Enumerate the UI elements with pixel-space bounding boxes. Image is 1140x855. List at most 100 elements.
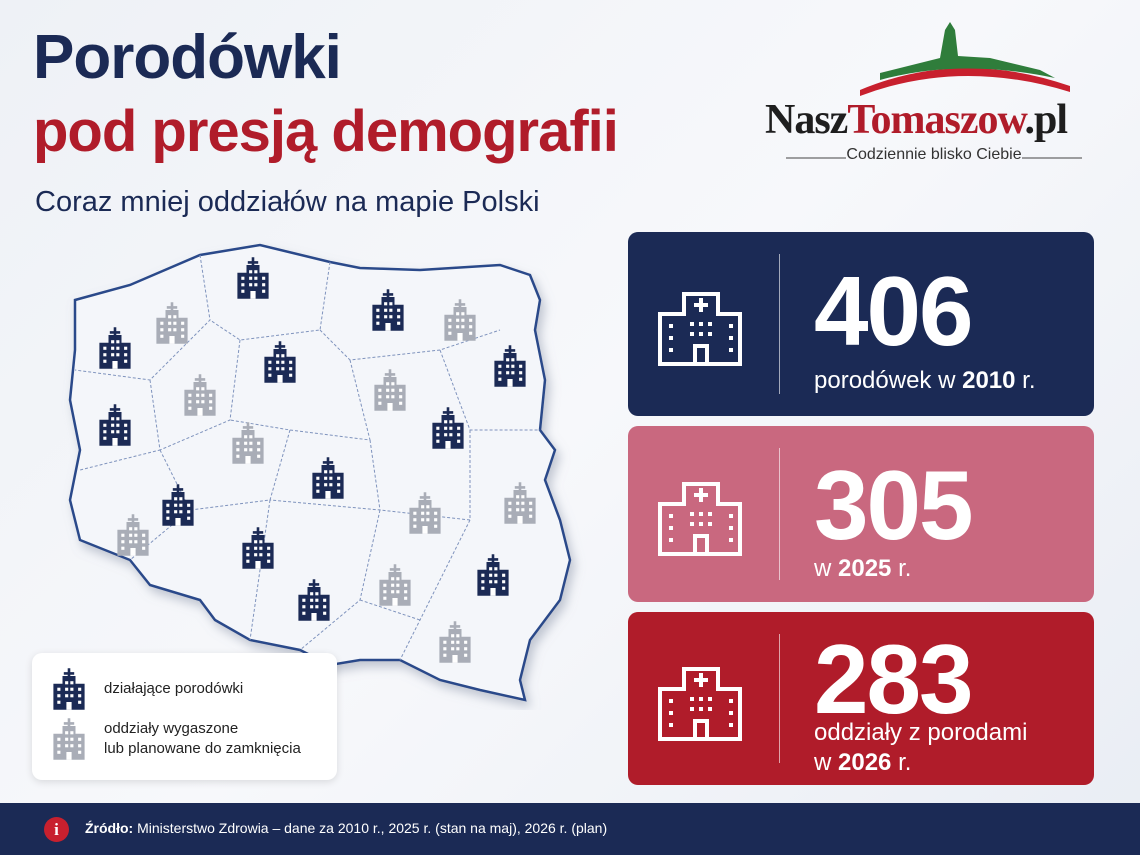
icon-window	[316, 483, 320, 487]
icon-window	[181, 328, 185, 332]
icon-door	[490, 588, 496, 596]
logo-graphic	[860, 22, 1070, 96]
icon-window	[386, 388, 390, 392]
icon-window	[124, 359, 128, 363]
icon-window	[236, 441, 240, 445]
icon-window	[209, 406, 213, 410]
icon-window	[181, 334, 185, 338]
legend-line: działające porodówki	[104, 680, 244, 697]
icon-window	[404, 583, 408, 587]
icon-outline	[658, 666, 742, 741]
icon-window	[690, 706, 694, 711]
icon-window	[494, 573, 498, 577]
hospital-icon	[504, 482, 536, 524]
icon-window	[521, 501, 525, 505]
icon-shape	[53, 668, 85, 710]
icon-window	[241, 283, 245, 287]
caption-text: porodówek w	[814, 367, 956, 394]
icon-window	[669, 324, 673, 328]
icon-window	[436, 433, 440, 437]
icon-window	[404, 596, 408, 600]
hospital-icon	[298, 579, 330, 621]
logo-text: Nasz	[765, 97, 848, 143]
info-icon: i	[44, 817, 69, 842]
icon-window	[323, 598, 327, 602]
icon-cross	[694, 488, 708, 502]
caption-line: w 2025 r.	[814, 554, 911, 584]
stat-value: 406	[814, 256, 974, 366]
icon-window	[451, 634, 455, 638]
icon-door	[169, 336, 175, 344]
icon-window	[396, 590, 400, 594]
icon-window	[376, 308, 380, 312]
icon-door	[452, 655, 458, 663]
hospital-icon	[444, 299, 476, 341]
footer: i Źródło: Ministerstwo Zdrowia – dane za…	[0, 803, 1140, 855]
icon-window	[426, 511, 430, 515]
icon-window	[519, 364, 523, 368]
icon-window	[444, 433, 448, 437]
stat-value: 283	[814, 624, 974, 734]
icon-window	[244, 441, 248, 445]
icon-window	[449, 426, 453, 430]
legend-label: oddziały wygaszone lub planowane do zamkn…	[104, 719, 301, 759]
icon-window	[464, 653, 468, 657]
icon-window	[508, 501, 512, 505]
icon-window	[494, 567, 498, 571]
icon-window	[111, 417, 115, 421]
icon-window	[276, 354, 280, 358]
icon-window	[281, 360, 285, 364]
icon-window	[399, 395, 403, 399]
hospital-icon	[237, 257, 269, 299]
icon-window	[444, 420, 448, 424]
stat-card: 305 w 2025 r.	[628, 426, 1094, 602]
icon-window	[444, 426, 448, 430]
icon-shape	[494, 345, 526, 387]
icon-window	[254, 283, 258, 287]
icon-window	[337, 489, 341, 493]
icon-window	[78, 737, 82, 741]
icon-window	[268, 367, 272, 371]
icon-window	[469, 318, 473, 322]
icon-door	[197, 408, 203, 416]
icon-window	[57, 737, 61, 741]
icon-window	[121, 533, 125, 537]
icon-window	[103, 436, 107, 440]
icon-window	[516, 508, 520, 512]
icon-window	[516, 501, 520, 505]
icon-window	[397, 321, 401, 325]
icon-window	[262, 276, 266, 280]
icon-window	[729, 348, 733, 352]
hospital-icon	[312, 457, 344, 499]
tagline-rule	[786, 157, 1082, 159]
icon-window	[451, 647, 455, 651]
icon-window	[244, 435, 248, 439]
icon-window	[457, 426, 461, 430]
icon-window	[519, 377, 523, 381]
icon-window	[241, 289, 245, 293]
hospital-icon	[372, 289, 404, 331]
icon-outline	[658, 292, 742, 366]
icon-window	[389, 302, 393, 306]
icon-window	[129, 540, 133, 544]
icon-window	[310, 592, 314, 596]
icon-window	[173, 321, 177, 325]
icon-window	[254, 540, 258, 544]
icon-window	[124, 423, 128, 427]
icon-window	[65, 681, 69, 685]
legend-line: oddziały wygaszone	[104, 720, 239, 737]
icon-door	[693, 718, 709, 741]
icon-window	[386, 382, 390, 386]
icon-window	[337, 483, 341, 487]
icon-window	[302, 598, 306, 602]
icon-window	[434, 524, 438, 528]
icon-window	[529, 514, 533, 518]
icon-window	[111, 353, 115, 357]
icon-window	[511, 358, 515, 362]
icon-window	[337, 476, 341, 480]
caption-text: r.	[1022, 367, 1036, 394]
icon-door	[277, 375, 283, 383]
icon-window	[173, 315, 177, 319]
hospital-icon	[409, 492, 441, 534]
icon-window	[267, 553, 271, 557]
